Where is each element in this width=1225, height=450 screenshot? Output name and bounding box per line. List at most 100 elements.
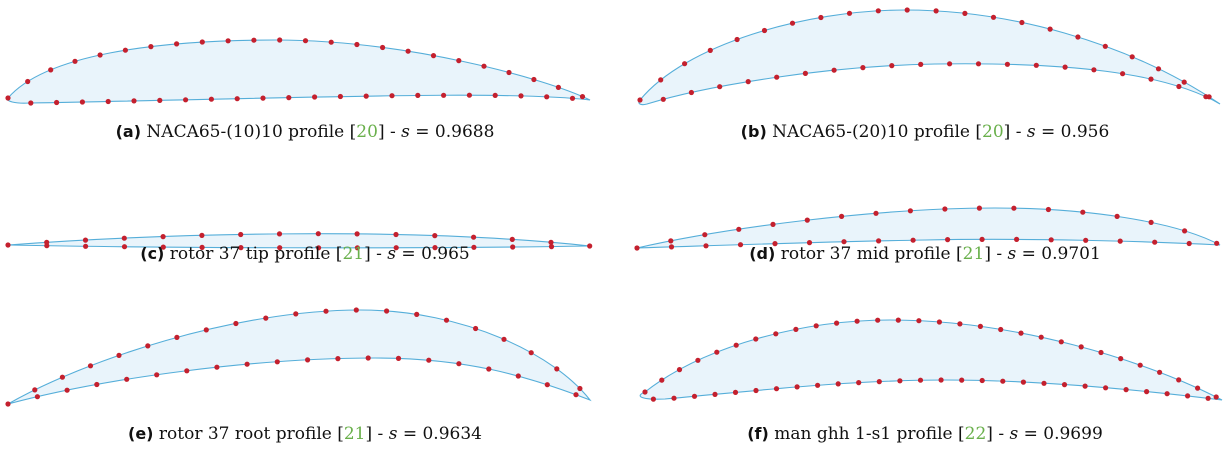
- profile-point: [160, 234, 166, 240]
- profile-point: [432, 245, 438, 251]
- caption-title: NACA65-(20)10 profile: [772, 122, 970, 142]
- profile-point: [1157, 369, 1163, 375]
- profile-shape-e: [7, 309, 592, 405]
- reference-link[interactable]: 21: [342, 244, 365, 264]
- profile-point: [116, 352, 122, 358]
- profile-point: [548, 239, 554, 245]
- profile-point: [518, 93, 524, 99]
- caption-label: (e): [128, 424, 154, 443]
- profile-point: [1118, 356, 1124, 362]
- profile-point: [555, 84, 562, 90]
- caption-s-value: = 0.9701: [1021, 244, 1101, 264]
- caption-f: (f) man ghh 1-s1 profile [22] - s = 0.96…: [747, 424, 1103, 444]
- panel-f: (f) man ghh 1-s1 profile [22] - s = 0.96…: [625, 300, 1225, 444]
- profile-point: [658, 77, 664, 83]
- profile-point: [1083, 237, 1089, 243]
- profile-point: [732, 389, 739, 395]
- profile-point: [854, 318, 860, 324]
- profile-point: [354, 245, 360, 251]
- profile-points-f: [642, 317, 1219, 402]
- profile-point: [471, 234, 477, 240]
- caption-label: (f): [747, 424, 769, 443]
- reference-link[interactable]: 22: [964, 424, 987, 444]
- profile-point: [238, 245, 244, 251]
- profile-point: [736, 226, 742, 232]
- reference-link[interactable]: 21: [343, 424, 366, 444]
- profile-point: [353, 307, 359, 313]
- profile-point: [875, 317, 881, 323]
- profile-point: [430, 53, 437, 59]
- profile-point: [1152, 239, 1158, 245]
- panel-c: (c) rotor 37 tip profile [21] - s = 0.96…: [5, 175, 605, 287]
- caption-label: (a): [115, 122, 142, 141]
- profile-point: [1103, 385, 1109, 391]
- profile-point: [707, 47, 713, 54]
- profile-point: [975, 61, 982, 67]
- profile-point: [831, 67, 837, 73]
- reference-link[interactable]: 20: [982, 122, 1004, 142]
- profile-point: [432, 233, 438, 239]
- profile-point: [1014, 236, 1020, 242]
- profile-point: [1148, 76, 1154, 82]
- profile-point: [910, 237, 916, 243]
- profile-point: [486, 366, 492, 372]
- profile-point: [1082, 383, 1088, 389]
- profile-point: [917, 377, 924, 383]
- profile-point: [876, 238, 882, 244]
- profile-point: [1062, 64, 1068, 70]
- profile-point: [305, 357, 311, 363]
- profile-point: [28, 100, 34, 106]
- reference-link[interactable]: 20: [356, 122, 378, 142]
- profile-point: [506, 69, 512, 76]
- caption-s-value: = 0.9699: [1023, 424, 1103, 444]
- panel-a: (a) NACA65-(10)10 profile [20] - s = 0.9…: [5, 0, 605, 142]
- profile-point: [945, 237, 951, 243]
- profile-point: [208, 96, 214, 102]
- caption-c: (c) rotor 37 tip profile [21] - s = 0.96…: [140, 244, 470, 264]
- profile-point: [1181, 79, 1187, 85]
- profile-point: [835, 381, 841, 387]
- profile-point: [274, 359, 280, 365]
- profile-point: [806, 240, 813, 246]
- caption-title: NACA65-(10)10 profile: [146, 122, 345, 142]
- profile-point: [1195, 385, 1201, 391]
- caption-s-symbol: s: [1009, 424, 1019, 444]
- profile-point: [938, 377, 944, 383]
- profile-point: [1045, 206, 1051, 213]
- profile-point: [1205, 395, 1211, 401]
- profile-point: [174, 334, 180, 340]
- caption-e: (e) rotor 37 root profile [21] - s = 0.9…: [128, 424, 482, 444]
- profile-point: [79, 99, 85, 105]
- profile-point: [94, 381, 100, 388]
- profile-point: [904, 7, 910, 13]
- profile-point: [515, 373, 521, 379]
- profile-point: [323, 308, 329, 314]
- profile-plot-a: [5, 37, 591, 106]
- profile-points-c: [5, 231, 593, 251]
- profile-point: [426, 357, 432, 363]
- profile-point: [907, 208, 913, 214]
- profile-point: [199, 232, 205, 238]
- reference-link[interactable]: 21: [962, 244, 985, 264]
- profile-point: [717, 84, 723, 90]
- profile-point: [1185, 393, 1191, 399]
- profile-point: [947, 61, 953, 67]
- profile-point: [1176, 83, 1182, 90]
- profile-point: [737, 242, 744, 248]
- profile-point: [569, 95, 576, 101]
- profile-point: [238, 231, 244, 238]
- profile-point: [998, 326, 1004, 333]
- profile-point: [315, 231, 321, 237]
- profile-point: [860, 65, 866, 71]
- profile-point: [839, 213, 845, 219]
- profile-plot-d: [634, 205, 1221, 251]
- profile-point: [415, 92, 421, 98]
- profile-point: [87, 363, 94, 369]
- profile-point: [714, 349, 720, 355]
- profile-point: [214, 364, 220, 370]
- caption-s-symbol: s: [401, 122, 410, 142]
- profile-point: [703, 243, 709, 249]
- profile-point: [544, 382, 550, 388]
- profile-point: [154, 372, 160, 378]
- caption-b: (b) NACA65-(20)10 profile [20] - s = 0.9…: [740, 122, 1110, 142]
